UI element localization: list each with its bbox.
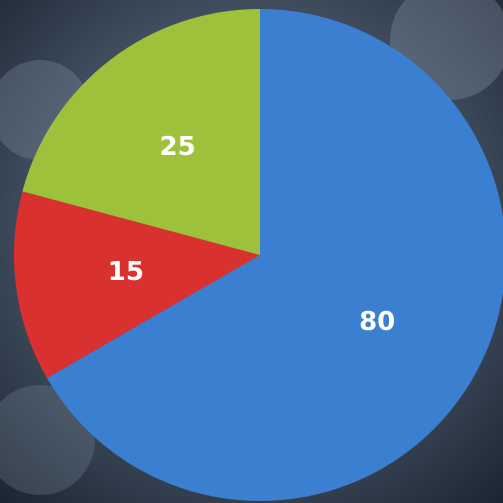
pie: 80 15 25: [14, 9, 503, 501]
pie-slice: [46, 9, 503, 501]
data-label: 25: [160, 132, 196, 162]
pie-slice: [22, 9, 260, 255]
pie-slice: [14, 191, 261, 378]
data-label: 15: [108, 257, 144, 287]
data-label: 80: [359, 307, 395, 337]
